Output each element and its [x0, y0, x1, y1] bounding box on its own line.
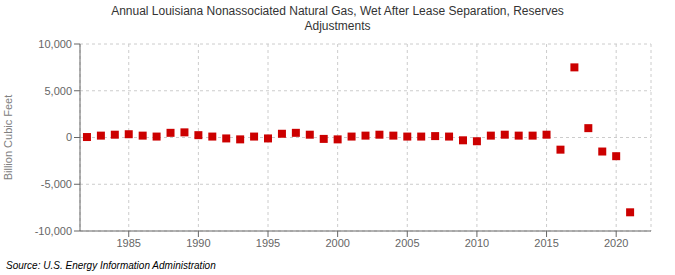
svg-text:1995: 1995: [256, 237, 280, 249]
svg-text:-5,000: -5,000: [41, 178, 72, 190]
svg-text:1990: 1990: [186, 237, 210, 249]
svg-text:10,000: 10,000: [38, 38, 72, 50]
svg-text:-10,000: -10,000: [35, 225, 72, 237]
svg-text:5,000: 5,000: [44, 85, 72, 97]
svg-text:2000: 2000: [325, 237, 349, 249]
svg-text:2010: 2010: [465, 237, 489, 249]
svg-text:Billion Cubic Feet: Billion Cubic Feet: [8, 95, 14, 181]
svg-text:2015: 2015: [534, 237, 558, 249]
html-text:Source: U.S. Energy Informatio: Source: U.S. Energy Information Administ…: [6, 260, 216, 271]
svg-text:0: 0: [66, 131, 72, 143]
html-text:Annual Louisiana Nonassociated: Annual Louisiana Nonassociated Natural G…: [111, 4, 564, 18]
svg-text:2020: 2020: [604, 237, 628, 249]
svg-text:2005: 2005: [395, 237, 419, 249]
html-text:Adjustments: Adjustments: [304, 19, 371, 33]
svg-text:1985: 1985: [117, 237, 141, 249]
